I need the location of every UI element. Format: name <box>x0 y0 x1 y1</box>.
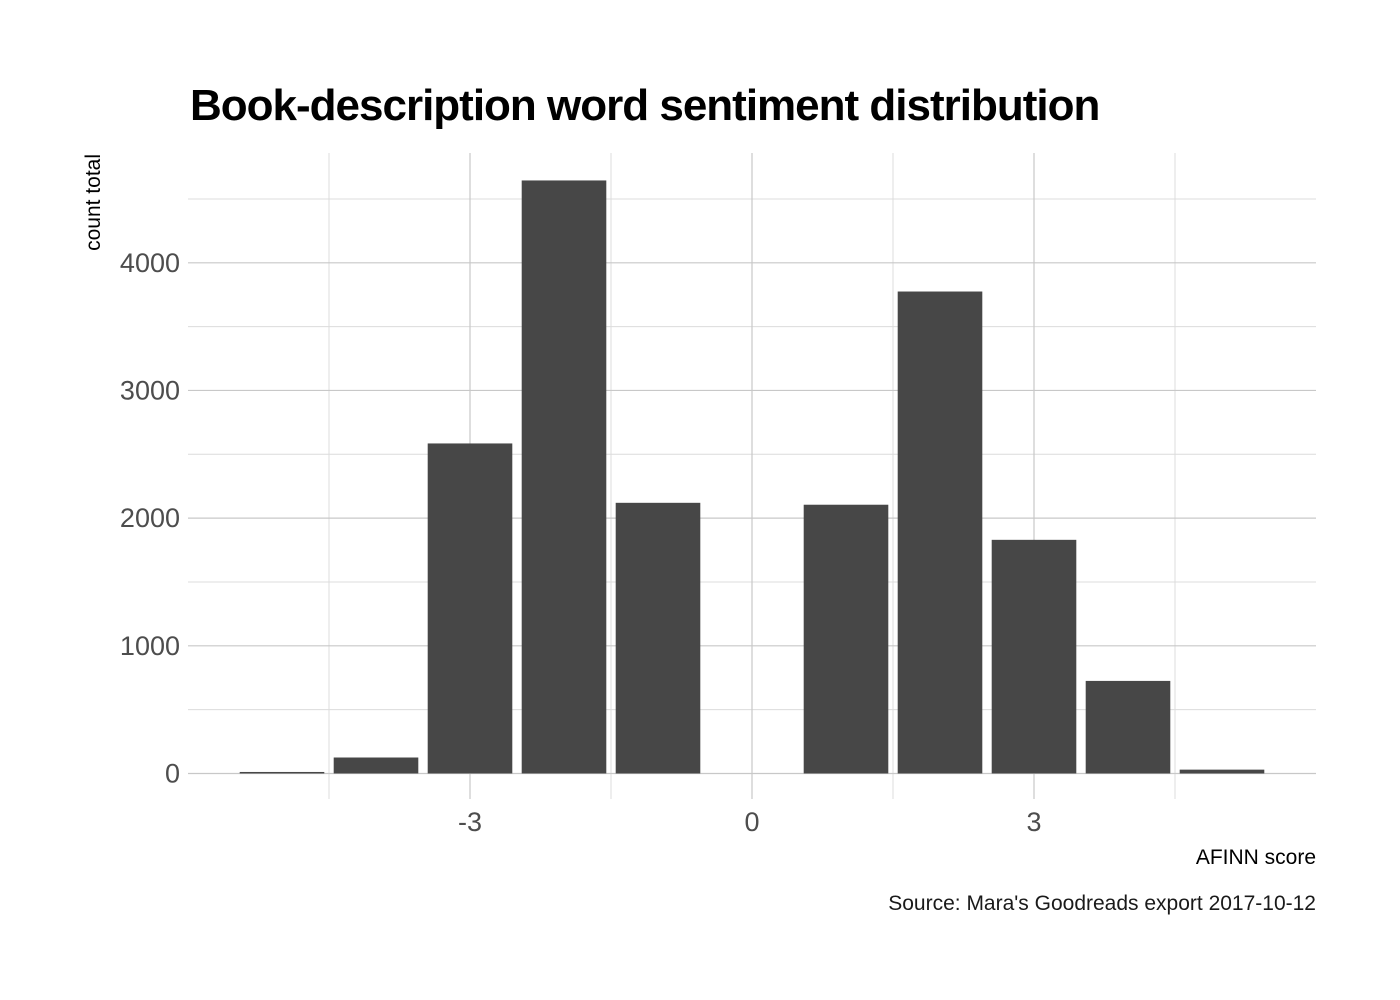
bar <box>427 443 513 774</box>
bar <box>991 539 1077 774</box>
x-axis-title: AFINN score <box>1196 846 1316 869</box>
y-tick-label: 0 <box>165 758 180 788</box>
bar <box>615 502 701 774</box>
chart-caption: Source: Mara's Goodreads export 2017-10-… <box>888 892 1316 915</box>
major-gridlines <box>188 153 1316 799</box>
bar-series <box>239 180 1265 774</box>
x-tick-label: 3 <box>1026 807 1041 837</box>
x-axis-ticks: -3 0 3 <box>458 807 1042 837</box>
bar <box>803 504 889 774</box>
bar <box>521 180 607 774</box>
bar <box>897 291 983 774</box>
bar <box>1085 680 1171 774</box>
y-tick-label: 2000 <box>120 503 180 533</box>
bar <box>1179 769 1265 774</box>
chart-title: Book-description word sentiment distribu… <box>190 81 1099 130</box>
plot-area: 0 1000 2000 3000 4000 -3 0 3 <box>120 153 1316 837</box>
y-tick-label: 1000 <box>120 631 180 661</box>
bar <box>239 771 325 774</box>
bar <box>333 757 419 774</box>
x-tick-label: -3 <box>458 807 482 837</box>
x-tick-label: 0 <box>744 807 759 837</box>
y-axis-ticks: 0 1000 2000 3000 4000 <box>120 248 180 789</box>
y-tick-label: 4000 <box>120 248 180 278</box>
y-tick-label: 3000 <box>120 375 180 405</box>
y-axis-title: count total <box>82 154 105 251</box>
